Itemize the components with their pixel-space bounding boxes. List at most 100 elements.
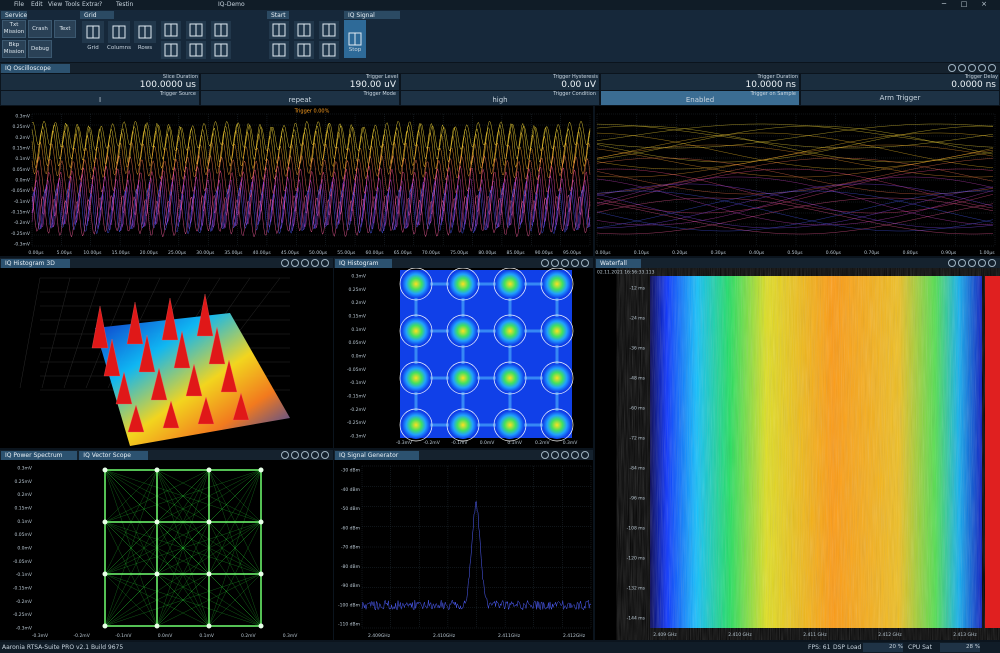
- panel-tool-button[interactable]: [301, 259, 309, 267]
- panel-tool-button[interactable]: [551, 259, 559, 267]
- y-tick-label: -0.3mV: [14, 242, 31, 248]
- panel-header: [595, 258, 1000, 268]
- x-tick-label: 2.410 GHz: [728, 632, 752, 638]
- panel-tool-button[interactable]: [968, 259, 976, 267]
- panel-tab[interactable]: IQ Power Spectrum: [1, 451, 77, 460]
- menu-item[interactable]: File: [14, 0, 31, 10]
- button-icon[interactable]: [134, 21, 156, 43]
- panel-tool-button[interactable]: [541, 451, 549, 459]
- panel-tool-button[interactable]: [968, 64, 976, 72]
- symbol-point: [103, 468, 108, 473]
- panel-tool-button[interactable]: [321, 451, 329, 459]
- panel-tab[interactable]: IQ Signal Generator: [335, 451, 419, 460]
- symbol-point: [259, 624, 264, 629]
- y-tick-label: -24 ms: [629, 316, 645, 322]
- y-tick-label: -0.2mV: [14, 220, 31, 226]
- window-control[interactable]: □: [955, 0, 973, 10]
- x-tick-label: 0.20µs: [672, 250, 688, 256]
- panel-tool-button[interactable]: [321, 259, 329, 267]
- panel-tab[interactable]: IQ Histogram: [335, 259, 392, 268]
- button-icon[interactable]: [186, 41, 206, 59]
- ribbon-button[interactable]: Txt Mission: [2, 20, 26, 38]
- ribbon-button-label[interactable]: Stop: [344, 47, 366, 55]
- panel-tool-button[interactable]: [561, 259, 569, 267]
- panel-tool-button[interactable]: [551, 451, 559, 459]
- param-value[interactable]: 0.0000 ns: [802, 80, 996, 90]
- ribbon-button[interactable]: Debug: [28, 40, 52, 58]
- panel-tool-button[interactable]: [581, 259, 589, 267]
- waveform: [597, 124, 993, 147]
- arm-trigger-button[interactable]: Arm Trigger: [801, 91, 999, 105]
- histogram-spot: [449, 270, 477, 298]
- button-icon[interactable]: [269, 41, 289, 59]
- button-icon[interactable]: [211, 21, 231, 39]
- panel-tool-button[interactable]: [978, 64, 986, 72]
- button-icon[interactable]: [186, 21, 206, 39]
- menu-item[interactable]: View: [48, 0, 65, 10]
- histogram-peak: [197, 294, 213, 336]
- menu-item[interactable]: Edit: [31, 0, 48, 10]
- panel-tool-button[interactable]: [571, 259, 579, 267]
- y-tick-label: 0.2mV: [15, 135, 31, 141]
- waveform: [32, 123, 590, 165]
- symbol-point: [155, 572, 160, 577]
- panel-tool-button[interactable]: [958, 64, 966, 72]
- window-control[interactable]: ─: [935, 0, 953, 10]
- panel-tool-button[interactable]: [291, 451, 299, 459]
- y-tick-label: -60 dBm: [341, 525, 360, 531]
- button-icon[interactable]: [82, 21, 104, 43]
- panel-tool-button[interactable]: [281, 259, 289, 267]
- waveform: [597, 133, 993, 169]
- panel-tool-button[interactable]: [978, 259, 986, 267]
- panel-tool-button[interactable]: [541, 259, 549, 267]
- ribbon-button[interactable]: Text: [54, 20, 76, 38]
- param-value[interactable]: 10.0000 ns: [602, 80, 796, 90]
- button-icon[interactable]: [319, 21, 339, 39]
- x-tick-label: 0.10µs: [634, 250, 650, 256]
- symbol-point: [155, 624, 160, 629]
- button-icon[interactable]: [161, 21, 181, 39]
- button-icon[interactable]: [294, 41, 314, 59]
- panel-tab[interactable]: IQ Oscilloscope: [1, 64, 70, 73]
- button-icon[interactable]: [211, 41, 231, 59]
- button-icon[interactable]: [294, 21, 314, 39]
- y-tick-label: 0.0mV: [351, 354, 367, 360]
- button-icon[interactable]: [269, 21, 289, 39]
- panel-tool-button[interactable]: [571, 451, 579, 459]
- param-value[interactable]: 190.00 uV: [202, 80, 396, 90]
- panel-tab[interactable]: IQ Histogram 3D: [1, 259, 70, 268]
- panel-tool-button[interactable]: [958, 259, 966, 267]
- waveform: [597, 198, 993, 234]
- panel-tool-button[interactable]: [311, 259, 319, 267]
- button-icon[interactable]: [161, 41, 181, 59]
- menu-item[interactable]: Testing: [116, 0, 133, 10]
- panel-tool-button[interactable]: [311, 451, 319, 459]
- panel-tool-button[interactable]: [988, 64, 996, 72]
- button-icon[interactable]: [319, 41, 339, 59]
- param-value[interactable]: 100.0000 us: [2, 80, 196, 90]
- status-app: Aaronia RTSA-Suite PRO v2.1 Build 9675: [2, 643, 202, 653]
- panel-tool-button[interactable]: [301, 451, 309, 459]
- symbol-point: [103, 572, 108, 577]
- menu-item[interactable]: Extras: [82, 0, 99, 10]
- menu-item[interactable]: Tools: [65, 0, 82, 10]
- panel-tool-button[interactable]: [948, 64, 956, 72]
- panel-tab[interactable]: IQ Vector Scope: [79, 451, 148, 460]
- panel-tool-button[interactable]: [291, 259, 299, 267]
- panel-tool-button[interactable]: [561, 451, 569, 459]
- panel-tab[interactable]: Waterfall: [596, 259, 641, 268]
- panel-tool-button[interactable]: [988, 259, 996, 267]
- status-dsp-value: 20 %: [863, 643, 903, 652]
- window-control[interactable]: ×: [975, 0, 993, 10]
- menu-item[interactable]: ?: [99, 0, 116, 10]
- x-tick-label: 2.411 GHz: [803, 632, 827, 638]
- ribbon-button[interactable]: Bkp Mission: [2, 40, 26, 58]
- panel-tool-button[interactable]: [281, 451, 289, 459]
- waterfall-plot: 02.11.2021 16:56:33.113-12 ms-24 ms-36 m…: [595, 268, 1000, 640]
- param-value[interactable]: 0.00 uV: [402, 80, 596, 90]
- status-fps: FPS: 61: [808, 643, 833, 653]
- button-icon[interactable]: [108, 21, 130, 43]
- panel-tool-button[interactable]: [581, 451, 589, 459]
- ribbon-button[interactable]: Crash: [28, 20, 52, 38]
- panel-tool-button[interactable]: [948, 259, 956, 267]
